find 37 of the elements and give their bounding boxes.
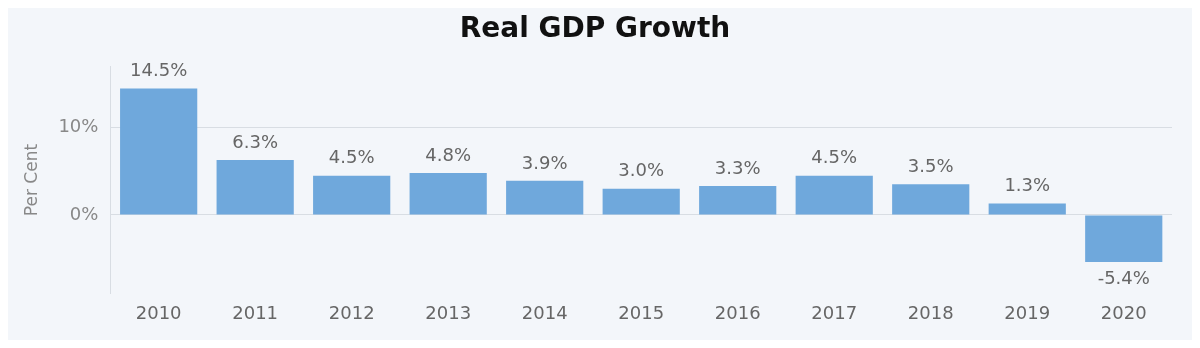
bar [506,180,584,215]
x-tick-label: 2018 [907,301,954,323]
data-label: 4.5% [328,146,375,168]
data-label: 4.8% [425,143,472,165]
x-tick-label: 2020 [1100,301,1147,323]
data-label: 6.3% [232,130,279,152]
x-tick-label: 2019 [1004,301,1051,323]
x-tick-label: 2013 [425,301,472,323]
bar [313,175,391,215]
data-label: 1.3% [1004,174,1051,196]
bar [892,184,970,215]
bar [602,188,680,215]
data-label: 4.5% [811,146,858,168]
bar [409,173,487,215]
bar [1085,215,1163,262]
x-tick-label: 2017 [811,301,858,323]
data-label: 3.5% [907,155,954,177]
data-label: 14.5% [130,59,188,81]
x-tick-label: 2010 [135,301,182,323]
bar [216,159,294,215]
y-tick-label: 0% [69,202,99,224]
x-tick-label: 2012 [328,301,375,323]
data-label: -5.4% [1097,266,1150,288]
bar [988,203,1066,215]
x-tick-label: 2016 [714,301,761,323]
x-tick-label: 2011 [232,301,279,323]
bar [120,88,198,215]
x-tick-label: 2014 [521,301,568,323]
y-tick-label: 10% [58,115,99,137]
x-tick-label: 2015 [618,301,665,323]
bar [699,186,777,215]
chart-title: Real GDP Growth [459,11,731,45]
data-label: 3.3% [714,156,761,178]
y-axis-title: Per Cent [20,143,41,217]
data-label: 3.0% [618,159,665,181]
bar [795,175,873,215]
data-label: 3.9% [521,151,568,173]
